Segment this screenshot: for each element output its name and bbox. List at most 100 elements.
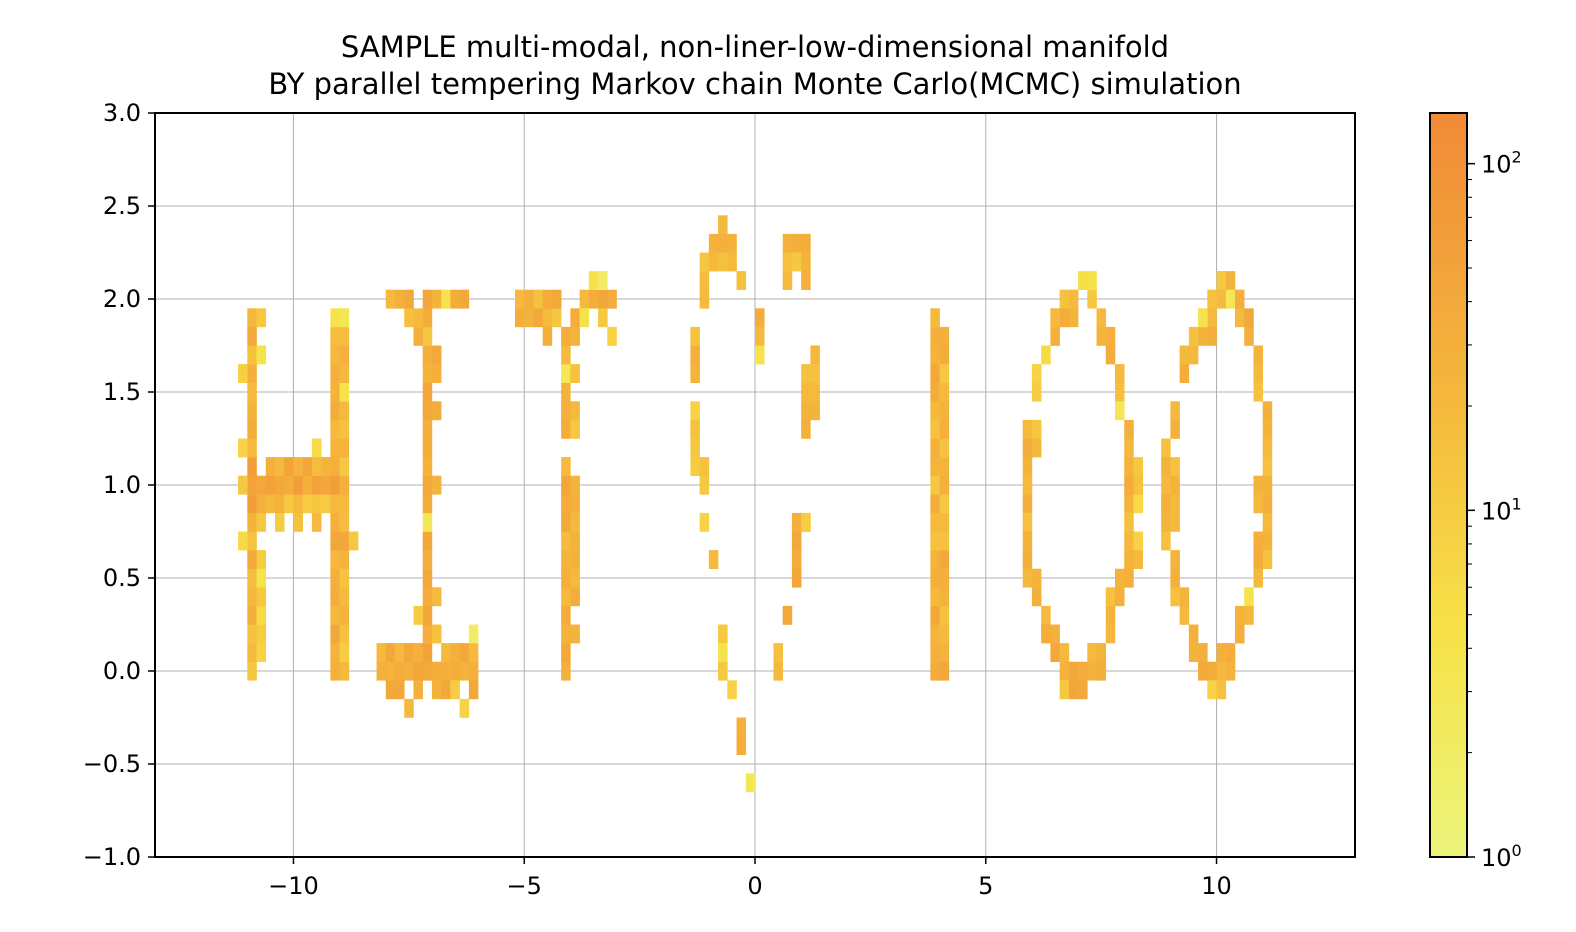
heatmap-cell bbox=[745, 773, 756, 793]
heatmap-cell bbox=[939, 401, 950, 421]
heatmap-cell bbox=[1253, 531, 1263, 551]
heatmap-cell bbox=[1262, 401, 1273, 421]
heatmap-cell bbox=[1161, 531, 1171, 551]
heatmap-cell bbox=[1087, 643, 1097, 662]
heatmap-cell bbox=[1031, 382, 1042, 402]
heatmap-cell bbox=[1235, 624, 1245, 644]
heatmap-cell bbox=[939, 419, 950, 439]
heatmap-cell bbox=[930, 364, 940, 383]
chart-title: SAMPLE multi-modal, non-liner-low-dimens… bbox=[341, 30, 1169, 64]
heatmap-cell bbox=[330, 308, 340, 328]
heatmap-cell bbox=[930, 531, 940, 551]
heatmap-cell bbox=[1050, 326, 1060, 346]
heatmap-cell bbox=[275, 512, 285, 532]
heatmap-cell bbox=[339, 550, 350, 569]
heatmap-cell bbox=[1161, 475, 1171, 495]
heatmap-cell bbox=[247, 419, 257, 439]
heatmap-cell bbox=[930, 624, 940, 644]
heatmap-cell bbox=[431, 624, 442, 644]
heatmap-cell bbox=[755, 345, 765, 365]
heatmap-cell bbox=[247, 587, 257, 607]
heatmap-cell bbox=[801, 512, 811, 532]
heatmap-cell bbox=[1235, 289, 1245, 309]
y-tick-label: −1.0 bbox=[83, 843, 141, 871]
y-tick-label: 2.0 bbox=[103, 285, 141, 313]
colorbar-tick-label: 102 bbox=[1481, 148, 1522, 179]
heatmap-cell bbox=[1124, 531, 1134, 551]
heatmap-cell bbox=[1216, 271, 1227, 290]
heatmap-cell bbox=[293, 512, 303, 532]
heatmap-cell bbox=[330, 345, 340, 365]
heatmap-cell bbox=[570, 587, 580, 607]
heatmap-cell bbox=[801, 252, 811, 272]
heatmap-cell bbox=[939, 382, 950, 402]
heatmap-cell bbox=[395, 661, 405, 681]
heatmap-cell bbox=[441, 289, 451, 309]
heatmap-cell bbox=[284, 475, 294, 495]
heatmap-cell bbox=[939, 605, 950, 625]
heatmap-cell bbox=[1022, 457, 1033, 476]
heatmap-cell bbox=[256, 550, 267, 569]
heatmap-cell bbox=[1068, 308, 1079, 328]
heatmap-cell bbox=[1105, 605, 1116, 625]
heatmap-cell bbox=[247, 605, 257, 625]
heatmap-cell bbox=[930, 494, 940, 514]
heatmap-cell bbox=[1262, 457, 1273, 476]
heatmap-cell bbox=[385, 680, 396, 700]
heatmap-cell bbox=[930, 308, 940, 328]
heatmap-cell bbox=[810, 401, 820, 421]
y-tick-label: 3.0 bbox=[103, 99, 141, 127]
heatmap-cell bbox=[939, 531, 950, 551]
heatmap-cell bbox=[810, 345, 820, 365]
heatmap-cell bbox=[1188, 326, 1199, 346]
heatmap-cell bbox=[238, 438, 248, 458]
heatmap-cell bbox=[561, 364, 571, 383]
heatmap-cell bbox=[431, 475, 442, 495]
heatmap-cell bbox=[736, 717, 747, 737]
heatmap-cell bbox=[782, 233, 793, 253]
heatmap-cell bbox=[293, 494, 303, 514]
heatmap-cell bbox=[247, 345, 257, 365]
heatmap-cell bbox=[238, 364, 248, 383]
colorbar-tick-label: 101 bbox=[1481, 494, 1522, 525]
heatmap-cell bbox=[450, 680, 460, 700]
heatmap-cell bbox=[930, 475, 940, 495]
heatmap-cell bbox=[1244, 308, 1254, 328]
heatmap-cell bbox=[551, 308, 562, 328]
heatmap-cell bbox=[1253, 382, 1263, 402]
heatmap-cell bbox=[339, 345, 350, 365]
heatmap-cell bbox=[247, 364, 257, 383]
heatmap-cell bbox=[247, 624, 257, 644]
heatmap-cell bbox=[801, 271, 811, 290]
heatmap-cell bbox=[256, 475, 267, 495]
heatmap-cell bbox=[930, 438, 940, 458]
heatmap-cell bbox=[801, 382, 811, 402]
heatmap-cell bbox=[330, 401, 340, 421]
heatmap-cell bbox=[561, 661, 571, 681]
heatmap-cell bbox=[1096, 661, 1107, 681]
heatmap-cell bbox=[422, 401, 433, 421]
heatmap-cell bbox=[238, 475, 248, 495]
heatmap-cell bbox=[385, 289, 396, 309]
heatmap-cell bbox=[431, 587, 442, 607]
heatmap-cell bbox=[1115, 364, 1125, 383]
heatmap-cell bbox=[1022, 419, 1033, 439]
heatmap-cell bbox=[939, 475, 950, 495]
heatmap-cell bbox=[422, 475, 433, 495]
heatmap-cell bbox=[247, 643, 257, 662]
heatmap-cell bbox=[1078, 661, 1088, 681]
heatmap-cell bbox=[1105, 345, 1116, 365]
heatmap-cell bbox=[330, 605, 340, 625]
heatmap-cell bbox=[422, 512, 433, 532]
heatmap-cell bbox=[699, 289, 710, 309]
heatmap-cell bbox=[598, 271, 608, 290]
heatmap-cell bbox=[422, 550, 433, 569]
heatmap-cell bbox=[1179, 345, 1190, 365]
heatmap-cell bbox=[1207, 326, 1217, 346]
heatmap-cell bbox=[422, 624, 433, 644]
heatmap-cell bbox=[256, 308, 267, 328]
heatmap-cell bbox=[1198, 308, 1208, 328]
heatmap-cell bbox=[1207, 661, 1217, 681]
colorbar bbox=[1429, 112, 1468, 858]
heatmap-cell bbox=[330, 587, 340, 607]
